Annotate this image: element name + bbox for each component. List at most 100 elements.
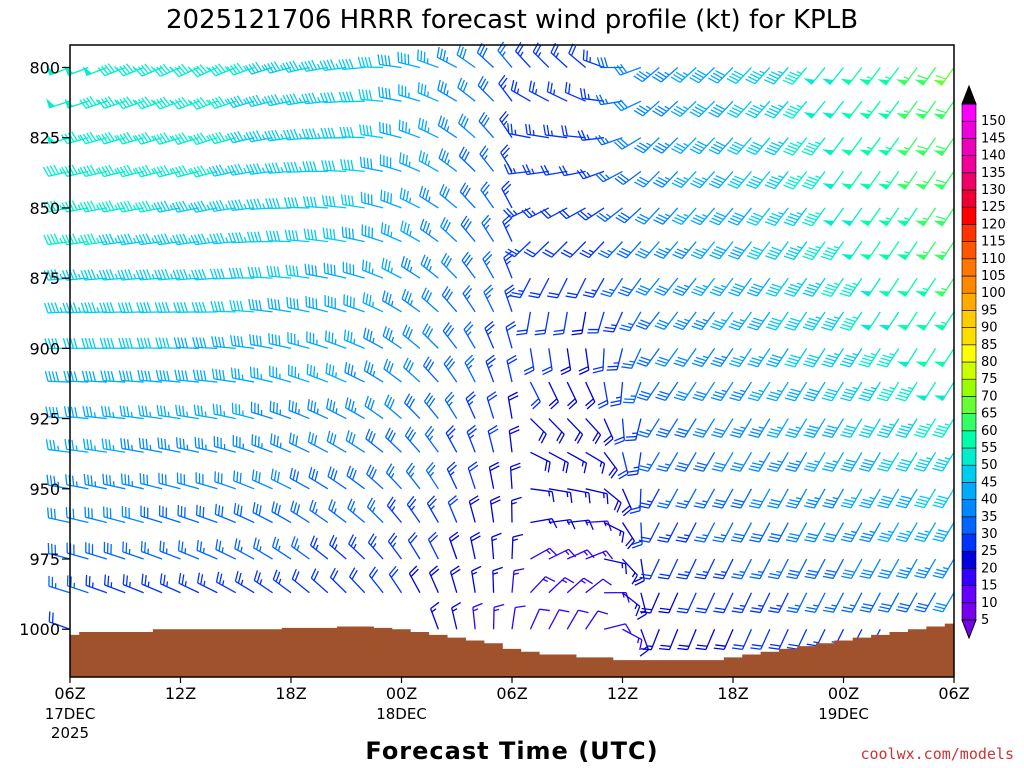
barb-full: [368, 295, 372, 306]
barb-full: [671, 219, 682, 226]
barb-full: [200, 574, 204, 585]
barb-full: [73, 371, 78, 382]
barb-full: [768, 465, 780, 469]
barb-half: [493, 608, 500, 612]
barb-full: [269, 265, 274, 277]
barb-full: [510, 79, 515, 91]
barb-full: [79, 167, 86, 177]
barb-full: [578, 609, 589, 614]
barb-full: [384, 259, 388, 270]
wind-barb: [47, 543, 71, 560]
barb-full: [734, 283, 745, 289]
barb-full: [606, 493, 609, 505]
barb-full: [189, 135, 197, 145]
wind-barb: [211, 368, 236, 383]
barb-full: [463, 254, 471, 264]
barb-staff: [269, 375, 292, 383]
barb-full: [658, 248, 669, 254]
barb-staff: [680, 170, 697, 188]
barb-half: [885, 110, 891, 114]
barb-flag: [822, 149, 834, 156]
wind-barb: [748, 488, 771, 509]
barb-full: [123, 132, 130, 143]
wind-barb: [623, 381, 642, 404]
barb-full: [172, 234, 178, 245]
barb-full: [420, 83, 424, 95]
colorbar-top-arrow: [961, 84, 977, 105]
barb-full: [733, 644, 744, 647]
wind-barb: [595, 94, 623, 106]
barb-half: [813, 604, 819, 607]
barb-full: [144, 370, 148, 382]
barb-full: [750, 178, 761, 184]
barb-full: [51, 612, 54, 624]
barb-staff: [103, 207, 126, 213]
barb-full: [614, 439, 625, 445]
wind-barb: [878, 277, 900, 297]
barb-full: [326, 92, 332, 103]
barb-full: [436, 46, 440, 58]
barb-full: [181, 370, 185, 381]
barb-staff: [720, 418, 734, 438]
barb-full: [138, 166, 145, 177]
barb-half: [187, 135, 192, 141]
barb-full: [119, 66, 128, 75]
barb-half: [682, 72, 689, 76]
wind-barb: [676, 592, 697, 614]
barb-full: [598, 172, 607, 181]
barb-staff: [140, 170, 163, 178]
barb-staff: [530, 518, 553, 524]
barb-staff: [777, 488, 789, 509]
barb-staff: [401, 298, 421, 313]
barb-full: [821, 326, 832, 331]
barb-flag: [841, 220, 853, 226]
barb-full: [271, 501, 275, 512]
barb-full: [711, 180, 722, 186]
barb-full: [845, 317, 856, 323]
barb-full: [806, 643, 818, 647]
barb-full: [444, 188, 450, 199]
barb-full: [490, 499, 501, 505]
barb-full: [900, 388, 912, 393]
barb-staff: [887, 592, 900, 613]
barb-full: [201, 269, 207, 280]
barb-full: [713, 143, 724, 150]
barb-full: [289, 93, 296, 104]
barb-full: [641, 607, 653, 611]
wind-barb: [104, 574, 126, 594]
barb-full: [932, 608, 944, 613]
barb-full: [709, 254, 720, 260]
barb-half: [131, 445, 133, 451]
barb-staff: [774, 241, 789, 260]
barb-full: [656, 468, 667, 472]
wind-barb: [305, 296, 328, 313]
barb-staff: [738, 381, 752, 401]
wind-barb: [458, 146, 476, 172]
wind-barb: [270, 433, 292, 453]
barb-half: [243, 203, 247, 210]
barb-half: [466, 294, 471, 300]
barb-full: [808, 283, 819, 289]
colorbar-label: 35: [981, 510, 998, 525]
barb-full: [228, 267, 233, 279]
barb-full: [503, 250, 513, 259]
barb-full: [639, 465, 651, 469]
barb-staff: [622, 592, 641, 607]
barb-full: [138, 201, 145, 212]
barb-half: [832, 497, 838, 500]
wind-barb: [625, 418, 642, 442]
barb-full: [764, 184, 775, 190]
barb-full: [695, 319, 706, 325]
barb-full: [403, 222, 407, 233]
barb-full: [239, 505, 243, 517]
barb-full: [367, 397, 372, 409]
barb-full: [525, 123, 528, 135]
barb-staff: [270, 410, 292, 420]
barb-full: [767, 252, 778, 258]
barb-full: [256, 368, 259, 379]
barb-full: [783, 221, 794, 227]
wind-barb: [286, 297, 310, 313]
barb-full: [877, 434, 888, 438]
wind-barb: [528, 277, 550, 299]
barb-staff: [885, 100, 900, 120]
